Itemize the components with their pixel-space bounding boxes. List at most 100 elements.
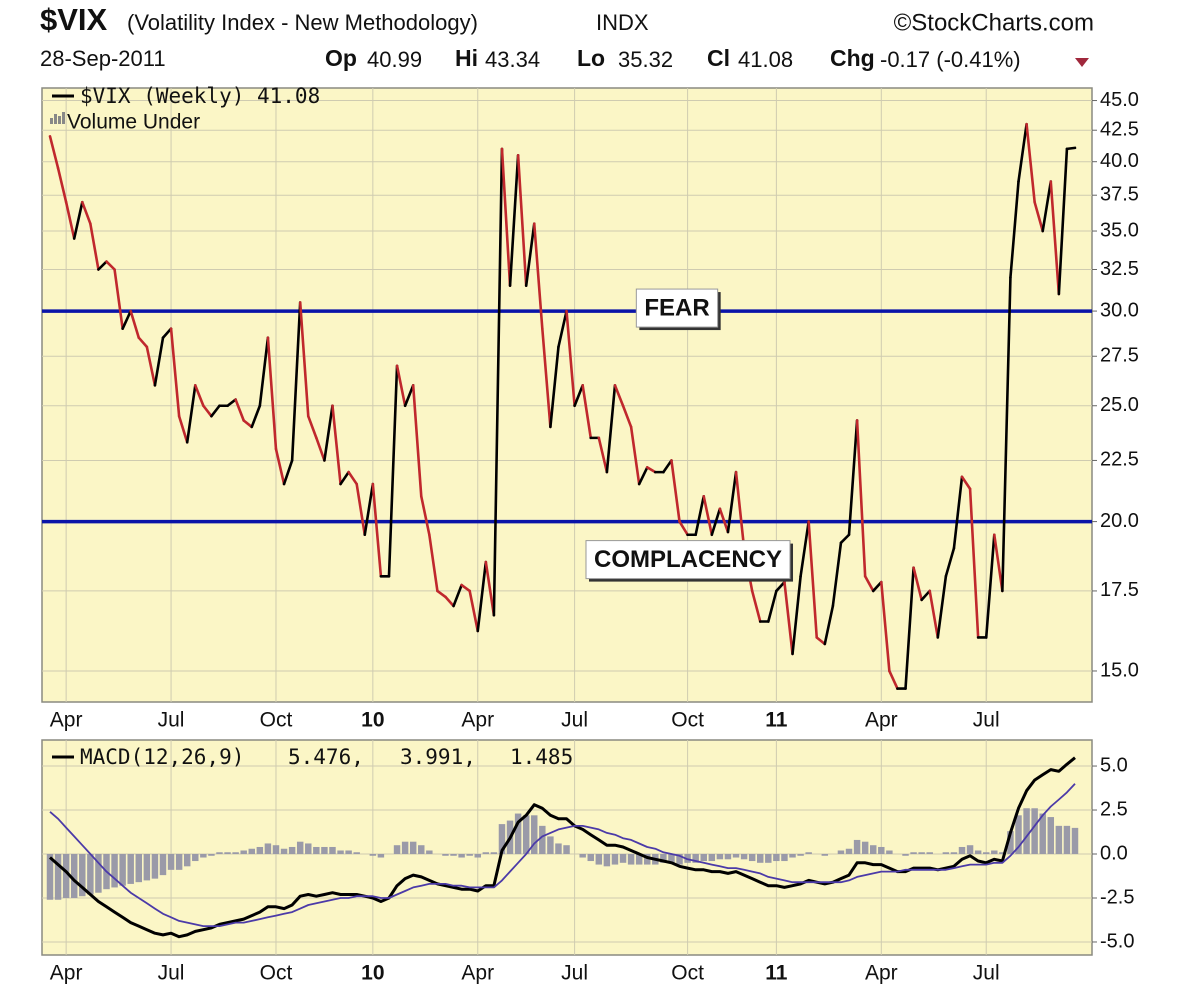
histogram-bar — [797, 854, 804, 856]
y-tick-label: -5.0 — [1100, 930, 1134, 952]
histogram-bar — [95, 854, 102, 893]
histogram-bar — [119, 854, 126, 886]
histogram-bar — [878, 846, 885, 855]
price-segment — [347, 470, 358, 486]
volume-icon — [58, 116, 61, 124]
price-segment — [702, 494, 714, 537]
price-segment — [1033, 200, 1045, 233]
histogram-bar — [853, 839, 861, 855]
price-segment — [508, 153, 520, 288]
annotation: COMPLACENCY — [585, 540, 794, 582]
quote-value: 35.32 — [618, 47, 673, 72]
price-segment — [831, 541, 843, 608]
price-segment — [613, 384, 625, 408]
price-segment — [185, 384, 197, 444]
price-segment — [581, 384, 593, 440]
price-segment — [234, 398, 246, 422]
change-arrow — [1075, 58, 1089, 67]
x-tick-label: Oct — [671, 709, 704, 732]
histogram-bar — [926, 852, 933, 855]
annotation-label: FEAR — [644, 294, 709, 321]
price-segment — [306, 414, 318, 440]
price-segment — [323, 404, 334, 462]
histogram-bar — [151, 854, 159, 879]
price-segment — [1041, 180, 1053, 233]
quote-label: Lo — [577, 45, 605, 71]
price-segment — [56, 166, 68, 204]
price-segment — [339, 470, 350, 486]
price-segment — [484, 560, 496, 617]
histogram-bar — [1063, 825, 1071, 855]
histogram-bar — [264, 843, 272, 855]
histogram-bar — [700, 854, 707, 862]
price-segment — [331, 404, 342, 486]
price-segment — [799, 520, 810, 578]
y-tick-label: 32.5 — [1100, 258, 1139, 280]
histogram-bar — [644, 854, 651, 865]
histogram-bar — [821, 854, 829, 856]
histogram-bar — [1015, 815, 1022, 855]
price-segment — [226, 398, 237, 408]
price-segment — [532, 222, 544, 330]
histogram-bar — [942, 852, 950, 855]
histogram-bar — [426, 850, 433, 855]
price-segment — [444, 595, 455, 608]
price-segment — [767, 589, 778, 623]
histogram-bar — [522, 815, 530, 855]
histogram-bar — [627, 854, 635, 865]
histogram-bar — [619, 854, 627, 863]
y-tick-label: 30.0 — [1100, 299, 1139, 321]
histogram-bar — [135, 854, 143, 883]
histogram-bar — [466, 854, 473, 856]
legend-label: $VIX (Weekly) 41.08 — [80, 84, 320, 108]
price-segment — [775, 580, 786, 593]
price-segment — [202, 404, 213, 418]
price-segment — [468, 589, 480, 633]
histogram-bar — [611, 854, 619, 865]
price-segment — [783, 580, 794, 656]
price-segment — [879, 580, 891, 673]
x-tick-label: Jul — [973, 962, 1000, 985]
x-tick-label: Jul — [158, 709, 185, 732]
price-segment — [839, 533, 851, 545]
histogram-bar — [111, 854, 118, 888]
histogram-bar — [870, 845, 877, 855]
price-segment — [637, 466, 649, 486]
price-segment — [726, 470, 738, 534]
histogram-bar — [999, 852, 1006, 855]
price-segment — [670, 459, 681, 523]
price-segment — [121, 309, 133, 330]
price-segment — [113, 268, 124, 330]
price-segment — [395, 364, 407, 408]
y-tick-label: 2.5 — [1100, 798, 1128, 820]
quote-label: Cl — [707, 45, 730, 71]
x-tick-label: 10 — [361, 709, 384, 732]
macd-line — [49, 756, 1076, 939]
macd-line — [49, 783, 1076, 927]
histogram-bar — [732, 854, 740, 858]
price-segment — [1001, 276, 1012, 593]
x-tick-label: Oct — [671, 962, 704, 985]
price-segment — [387, 364, 399, 578]
price-segment — [411, 384, 423, 498]
price-segment — [258, 336, 270, 408]
histogram-bar — [1055, 825, 1063, 855]
histogram-bar — [393, 845, 401, 855]
y-tick-label: 45.0 — [1100, 89, 1139, 111]
price-segment — [678, 520, 689, 537]
quote-label: Chg — [830, 45, 875, 71]
x-tick-label: 10 — [361, 962, 384, 985]
histogram-bar — [208, 854, 215, 856]
histogram-bar — [781, 854, 788, 862]
y-tick-label: 40.0 — [1100, 150, 1139, 172]
price-segment — [1009, 180, 1020, 279]
x-tick-label: Oct — [260, 709, 293, 732]
histogram-bar — [966, 845, 974, 855]
price-segment — [952, 475, 964, 550]
y-tick-label: 5.0 — [1100, 754, 1128, 776]
price-segment — [863, 575, 875, 593]
quote-value: -0.17 (-0.41%) — [880, 47, 1021, 72]
histogram-bar — [950, 852, 958, 855]
y-tick-label: 27.5 — [1100, 345, 1139, 367]
